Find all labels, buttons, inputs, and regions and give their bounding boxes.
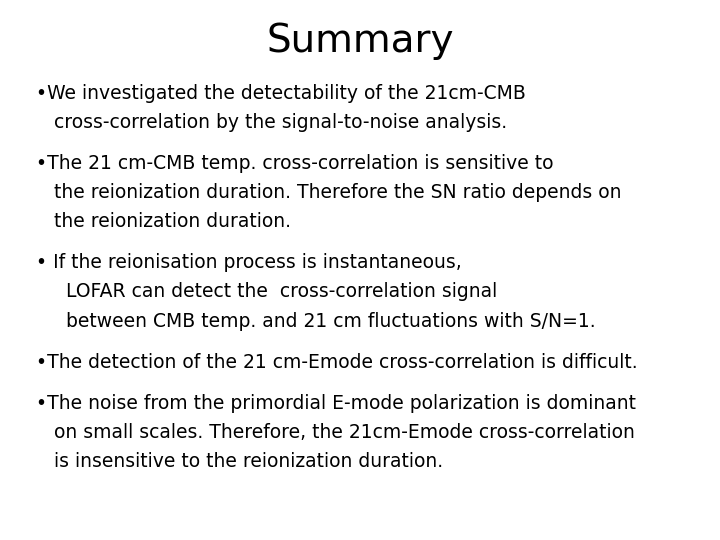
- Text: cross-correlation by the signal-to-noise analysis.: cross-correlation by the signal-to-noise…: [54, 113, 507, 132]
- Text: is insensitive to the reionization duration.: is insensitive to the reionization durat…: [54, 452, 443, 471]
- Text: LOFAR can detect the  cross-correlation signal: LOFAR can detect the cross-correlation s…: [54, 282, 498, 301]
- Text: on small scales. Therefore, the 21cm-Emode cross-correlation: on small scales. Therefore, the 21cm-Emo…: [54, 423, 635, 442]
- Text: between CMB temp. and 21 cm fluctuations with S/N=1.: between CMB temp. and 21 cm fluctuations…: [54, 312, 595, 330]
- Text: the reionization duration.: the reionization duration.: [54, 212, 291, 231]
- Text: •The noise from the primordial E-mode polarization is dominant: •The noise from the primordial E-mode po…: [36, 394, 636, 413]
- Text: •The 21 cm-CMB temp. cross-correlation is sensitive to: •The 21 cm-CMB temp. cross-correlation i…: [36, 154, 554, 173]
- Text: •The detection of the 21 cm-Emode cross-correlation is difficult.: •The detection of the 21 cm-Emode cross-…: [36, 353, 638, 372]
- Text: • If the reionisation process is instantaneous,: • If the reionisation process is instant…: [36, 253, 462, 272]
- Text: Summary: Summary: [266, 22, 454, 59]
- Text: •We investigated the detectability of the 21cm-CMB: •We investigated the detectability of th…: [36, 84, 526, 103]
- Text: the reionization duration. Therefore the SN ratio depends on: the reionization duration. Therefore the…: [54, 183, 621, 202]
